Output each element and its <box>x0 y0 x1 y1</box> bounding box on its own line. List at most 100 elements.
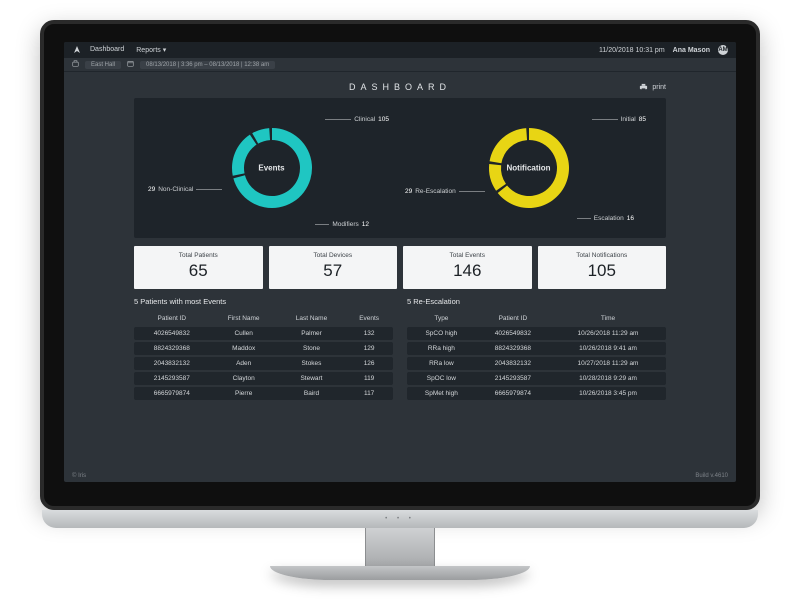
table-cell: Stone <box>278 342 346 355</box>
calendar-icon <box>127 60 134 69</box>
table-cell: SpMet high <box>407 387 476 400</box>
nav-dashboard[interactable]: Dashboard <box>90 46 124 54</box>
table-cell: 6665979874 <box>476 387 550 400</box>
notification-donut-label: Notification <box>507 164 551 173</box>
table-cell: Palmer <box>278 327 346 340</box>
column-header[interactable]: Events <box>345 312 393 325</box>
location-chip[interactable]: East Hall <box>85 61 121 69</box>
column-header[interactable]: Type <box>407 312 476 325</box>
daterange-chip[interactable]: 08/13/2018 | 3:36 pm – 08/13/2018 | 12:3… <box>140 61 275 69</box>
stat-value: 65 <box>138 261 259 281</box>
patients-table-block: 5 Patients with most Events Patient IDFi… <box>134 297 393 402</box>
table-cell: 2145293587 <box>134 372 210 385</box>
filter-bar: East Hall 08/13/2018 | 3:36 pm – 08/13/2… <box>64 58 736 72</box>
table-cell: Stewart <box>278 372 346 385</box>
table-row[interactable]: 2043832132AdenStokes126 <box>134 357 393 370</box>
table-row[interactable]: 6665979874PierreBaird117 <box>134 387 393 400</box>
brand-logo-icon <box>72 45 82 55</box>
table-row[interactable]: 8824329368MaddoxStone129 <box>134 342 393 355</box>
notification-donut: Notification Initial 85 Escalation 16 29… <box>405 108 652 228</box>
page-title: DASHBOARD <box>349 82 451 92</box>
table-cell: 119 <box>345 372 393 385</box>
events-donut-label: Events <box>258 164 284 173</box>
table-cell: Aden <box>210 357 278 370</box>
stat-card: Total Patients 65 <box>134 246 263 289</box>
events-donut: Events Clinical 105 29 Non-Clinical Modi… <box>148 108 395 228</box>
footer-right: Build v.4610 <box>695 473 728 479</box>
table-row[interactable]: 2145293587ClaytonStewart119 <box>134 372 393 385</box>
reescalation-table: TypePatient IDTime SpCO high402654983210… <box>407 310 666 402</box>
print-button[interactable]: print <box>639 83 666 92</box>
stat-card: Total Notifications 105 <box>538 246 667 289</box>
stat-card: Total Devices 57 <box>269 246 398 289</box>
table-cell: Clayton <box>210 372 278 385</box>
topbar-datetime: 11/20/2018 10:31 pm <box>599 47 665 54</box>
table-cell: Stokes <box>278 357 346 370</box>
table-cell: 4026549832 <box>134 327 210 340</box>
table-row[interactable]: 4026549832CullenPalmer132 <box>134 327 393 340</box>
table-cell: RRa high <box>407 342 476 355</box>
footer-left: © Iris <box>72 473 86 479</box>
notif-seg1-label: Initial 85 <box>592 116 646 123</box>
location-icon <box>72 60 79 69</box>
table-cell: 2043832132 <box>476 357 550 370</box>
table-cell: Maddox <box>210 342 278 355</box>
events-seg1-label: Clinical 105 <box>325 116 389 123</box>
table-cell: RRa low <box>407 357 476 370</box>
donuts-panel: Events Clinical 105 29 Non-Clinical Modi… <box>134 98 666 238</box>
table-cell: 8824329368 <box>134 342 210 355</box>
table-cell: Pierre <box>210 387 278 400</box>
column-header[interactable]: Patient ID <box>134 312 210 325</box>
table-row[interactable]: SpMet high666597987410/26/2018 3:45 pm <box>407 387 666 400</box>
stat-card: Total Events 146 <box>403 246 532 289</box>
table-cell: 10/26/2018 3:45 pm <box>550 387 666 400</box>
stats-row: Total Patients 65 Total Devices 57 Total Eve… <box>134 246 666 289</box>
table-cell: Baird <box>278 387 346 400</box>
column-header[interactable]: First Name <box>210 312 278 325</box>
events-seg3-label: Modifiers 12 <box>315 221 369 228</box>
table-cell: SpCO high <box>407 327 476 340</box>
stat-label: Total Events <box>407 252 528 259</box>
table-cell: 6665979874 <box>134 387 210 400</box>
table-cell: 132 <box>345 327 393 340</box>
table-cell: 117 <box>345 387 393 400</box>
notif-seg3-label: 29 Re-Escalation <box>405 188 485 195</box>
nav-reports[interactable]: Reports ▾ <box>136 46 166 54</box>
tables-row: 5 Patients with most Events Patient IDFi… <box>134 297 666 402</box>
reescalation-table-title: 5 Re-Escalation <box>407 297 666 306</box>
table-cell: 10/26/2018 9:41 am <box>550 342 666 355</box>
patients-table: Patient IDFirst NameLast NameEvents 4026… <box>134 310 393 402</box>
topbar: Dashboard Reports ▾ 11/20/2018 10:31 pm … <box>64 42 736 58</box>
events-seg2-label: 29 Non-Clinical <box>148 186 222 193</box>
user-avatar[interactable]: AM <box>718 45 728 55</box>
stat-label: Total Devices <box>273 252 394 259</box>
column-header[interactable]: Last Name <box>278 312 346 325</box>
table-cell: 10/26/2018 11:29 am <box>550 327 666 340</box>
stat-value: 57 <box>273 261 394 281</box>
table-cell: 4026549832 <box>476 327 550 340</box>
table-cell: 129 <box>345 342 393 355</box>
table-cell: 126 <box>345 357 393 370</box>
table-row[interactable]: RRa high882432936810/26/2018 9:41 am <box>407 342 666 355</box>
table-row[interactable]: SpCO high402654983210/26/2018 11:29 am <box>407 327 666 340</box>
table-row[interactable]: RRa low204383213210/27/2018 11:29 am <box>407 357 666 370</box>
screen-footer: © Iris Build v.4610 <box>64 470 736 482</box>
table-cell: 2043832132 <box>134 357 210 370</box>
table-cell: 10/27/2018 11:29 am <box>550 357 666 370</box>
table-cell: 10/28/2018 9:29 am <box>550 372 666 385</box>
stat-value: 105 <box>542 261 663 281</box>
topbar-username[interactable]: Ana Mason <box>673 47 710 54</box>
column-header[interactable]: Patient ID <box>476 312 550 325</box>
stat-value: 146 <box>407 261 528 281</box>
stat-label: Total Patients <box>138 252 259 259</box>
reescalation-table-block: 5 Re-Escalation TypePatient IDTime SpCO … <box>407 297 666 402</box>
patients-table-title: 5 Patients with most Events <box>134 297 393 306</box>
table-cell: 2145293587 <box>476 372 550 385</box>
column-header[interactable]: Time <box>550 312 666 325</box>
table-cell: 8824329368 <box>476 342 550 355</box>
print-label: print <box>652 84 666 91</box>
table-cell: Cullen <box>210 327 278 340</box>
table-cell: SpOC low <box>407 372 476 385</box>
stat-label: Total Notifications <box>542 252 663 259</box>
table-row[interactable]: SpOC low214529358710/28/2018 9:29 am <box>407 372 666 385</box>
